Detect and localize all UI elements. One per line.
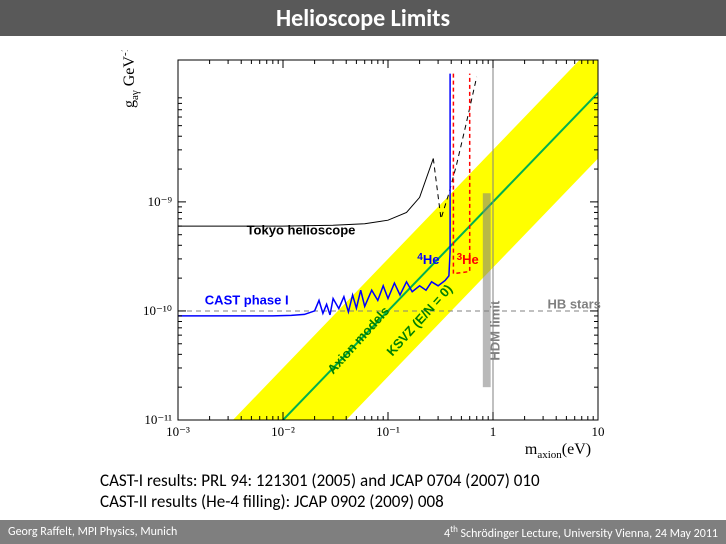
y-tick-label: 10⁻¹¹ <box>144 412 172 427</box>
x-tick-label: 10⁻¹ <box>376 424 400 439</box>
caption-block: CAST-I results: PRL 94: 121301 (2005) an… <box>100 470 660 513</box>
label-hdm: HDM limit <box>487 300 502 361</box>
footer-right-post: Schrödinger Lecture, University Vienna, … <box>458 527 718 541</box>
caption-line-1: CAST-I results: PRL 94: 121301 (2005) an… <box>100 470 660 491</box>
x-axis-label: maxion(eV) <box>525 441 591 458</box>
x-tick-label: 10 <box>592 424 605 439</box>
tokyo-solid <box>178 159 433 227</box>
caption-line-2: CAST-II results (He-4 filling): JCAP 090… <box>100 491 660 512</box>
label-hb: HB stars <box>547 297 600 312</box>
label-cast: CAST phase I <box>205 292 289 307</box>
slide-title: Helioscope Limits <box>276 4 450 33</box>
y-tick-label: 10⁻⁹ <box>148 194 173 209</box>
axion-band <box>178 50 598 458</box>
x-tick-label: 1 <box>490 424 497 439</box>
footer-right-sup: th <box>450 524 458 535</box>
label-tokyo: Tokyo helioscope <box>247 223 356 238</box>
y-axis-label: gaγ GeV-1 <box>119 50 141 108</box>
footer-left: Georg Raffelt, MPI Physics, Munich <box>8 525 177 539</box>
chart-container: 10⁻³10⁻²10⁻¹11010⁻¹¹10⁻¹⁰10⁻⁹maxion(eV)g… <box>108 50 618 458</box>
y-tick-label: 10⁻¹⁰ <box>143 303 172 318</box>
helioscope-chart: 10⁻³10⁻²10⁻¹11010⁻¹¹10⁻¹⁰10⁻⁹maxion(eV)g… <box>108 50 618 458</box>
title-bar: Helioscope Limits <box>0 0 726 36</box>
footer-right: 4th Schrödinger Lecture, University Vien… <box>444 524 718 541</box>
slide-root: Helioscope Limits 10⁻³10⁻²10⁻¹11010⁻¹¹10… <box>0 0 726 544</box>
footer-bar: Georg Raffelt, MPI Physics, Munich 4th S… <box>0 520 726 544</box>
x-tick-label: 10⁻² <box>271 424 295 439</box>
